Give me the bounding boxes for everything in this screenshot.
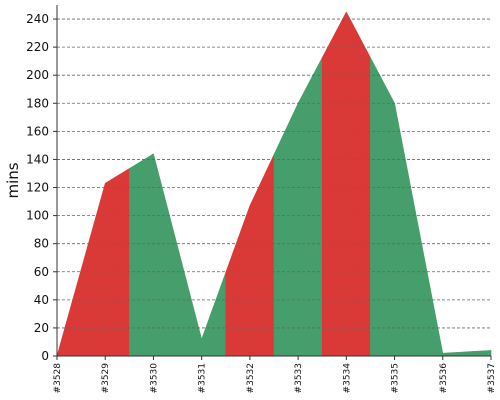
x-tick-label: #3528 bbox=[53, 363, 63, 394]
y-tick-label: 240 bbox=[26, 12, 49, 26]
y-axis-title: mins bbox=[4, 162, 22, 198]
area-band-3530 bbox=[129, 153, 178, 357]
x-tick-label: #3534 bbox=[342, 363, 352, 394]
grid bbox=[57, 18, 491, 329]
area-band-3537 bbox=[466, 350, 492, 357]
x-tick-label: #3529 bbox=[101, 363, 111, 394]
area-band-3532 bbox=[225, 154, 275, 357]
y-tick-label: 160 bbox=[26, 124, 49, 138]
y-tick-label: 60 bbox=[34, 265, 49, 279]
y-tick-label: 20 bbox=[34, 321, 49, 335]
y-tick-label: 120 bbox=[26, 181, 49, 195]
y-tick-label: 180 bbox=[26, 96, 49, 110]
y-tick-label: 0 bbox=[41, 349, 49, 363]
area-band-3531 bbox=[177, 246, 227, 357]
x-tick-label: #3536 bbox=[439, 363, 449, 394]
x-tick-label: #3531 bbox=[198, 363, 208, 393]
area-band-3536 bbox=[418, 228, 468, 357]
plot-area bbox=[56, 11, 492, 357]
area-band-3534 bbox=[321, 11, 371, 357]
area-band-3533 bbox=[273, 57, 323, 357]
y-tick-label: 220 bbox=[26, 40, 49, 54]
area-band-3528 bbox=[56, 269, 82, 357]
y-tick-labels: 0 20 40 60 80 100 120 140 160 180 200 220 240 bbox=[26, 12, 49, 363]
x-tick-labels: #3528 #3529 #3530 #3531 #3532 #3533 #3534 #3535… bbox=[53, 363, 497, 394]
y-tick-label: 40 bbox=[34, 293, 49, 307]
y-tick-label: 80 bbox=[34, 237, 49, 251]
x-tick-label: #3530 bbox=[149, 363, 159, 394]
area-band-3535 bbox=[370, 57, 419, 357]
x-tick-label: #3537 bbox=[487, 363, 497, 393]
y-tick-label: 200 bbox=[26, 68, 49, 82]
y-tick-label: 140 bbox=[26, 152, 49, 166]
x-tick-label: #3533 bbox=[294, 363, 304, 393]
x-tick-label: #3532 bbox=[246, 363, 256, 393]
axes bbox=[53, 5, 492, 360]
x-tick-label: #3535 bbox=[391, 363, 401, 393]
y-tick-label: 100 bbox=[26, 209, 49, 223]
